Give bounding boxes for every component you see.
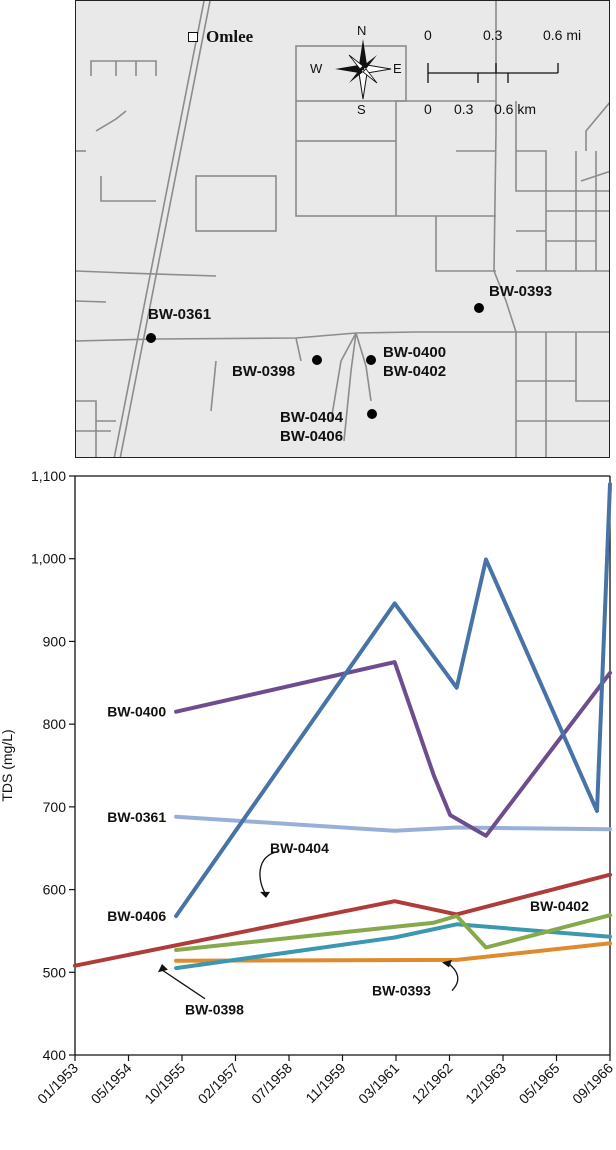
series-label-bw-0404: BW-0404 [270,840,329,856]
compass-e: E [393,61,402,76]
leader-bw-0404 [259,850,279,894]
scale-mi-1: 0.3 [483,27,503,43]
x-tick-label: 10/1955 [141,1060,188,1107]
arrowhead-bw-0398 [158,964,168,973]
compass-rose-icon [335,39,392,100]
x-tick-label: 01/1953 [34,1060,81,1107]
scale-km-2: 0.6 km [494,101,537,117]
well-dot-bw-0398 [312,355,322,365]
series-line-bw-0400 [174,660,612,838]
series-label-bw-0406: BW-0406 [107,908,166,924]
well-label-bw-0398: BW-0398 [232,363,296,380]
tds-line-chart: 400 500 600 700 800 900 1,000 1,100 TDS (mg/L) 01… [0,468,616,1107]
scale-mi-0: 0 [424,27,432,43]
x-tick-label: 12/1962 [409,1060,456,1107]
scale-bar [427,63,559,83]
series-line-bw-0393 [174,941,612,963]
well-dot-bw-0393 [474,303,484,313]
y-tick-label: 600 [43,882,67,898]
series-label-bw-0402: BW-0402 [530,898,589,914]
y-tick-label: 1,000 [31,551,66,567]
y-axis-title: TDS (mg/L) [0,729,15,801]
arrowhead-bw-0404 [260,891,270,898]
x-tick-label: 02/1957 [195,1060,242,1107]
well-label-bw-0400: BW-0400 BW-0402 [383,344,447,380]
compass-w: W [310,61,323,76]
well-dot-bw-0400 [366,355,376,365]
x-tick-label: 03/1961 [355,1060,402,1107]
compass-s: S [357,102,366,117]
x-tick-label: 07/1958 [248,1060,295,1107]
y-tick-label: 700 [43,799,67,815]
series-line-bw-0402 [174,913,612,952]
series-label-bw-0400: BW-0400 [107,704,166,720]
leader-bw-0393 [447,962,459,991]
series-line-bw-0406 [174,482,612,918]
well-dot-bw-0404 [367,409,377,419]
compass-n: N [357,23,367,38]
x-tick-label: 05/1954 [88,1060,135,1107]
scale-km-1: 0.3 [454,101,474,117]
location-map: Omlee N S E W 0 0.3 0.6 mi 0 0.3 0.6 km … [75,0,610,458]
x-tick-label: 05/1965 [516,1060,563,1107]
y-tick-label: 500 [43,964,67,980]
well-label-bw-0404: BW-0404 BW-0406 [280,409,344,445]
well-label-bw-0393: BW-0393 [489,283,553,300]
x-tick-label: 12/1963 [462,1060,509,1107]
well-label-bw-0361: BW-0361 [148,306,212,323]
scale-km-0: 0 [424,101,432,117]
series-line-bw-0398 [174,922,612,971]
series-line-bw-0361 [174,814,612,833]
well-dot-bw-0361 [146,333,156,343]
town-name: Omlee [206,27,254,46]
arrowhead-bw-0393 [442,959,452,968]
scale-mi-2: 0.6 mi [543,27,582,43]
y-tick-label: 1,100 [31,468,66,484]
y-tick-label: 400 [43,1047,67,1063]
x-tick-label: 11/1959 [302,1060,349,1107]
series-label-bw-0398: BW-0398 [185,1002,244,1018]
series-line-bw-0404 [73,872,612,968]
x-tick-label: 09/1966 [569,1060,616,1107]
series-label-bw-0361: BW-0361 [107,809,166,825]
y-tick-label: 900 [43,633,67,649]
leader-bw-0398 [162,970,206,1000]
y-tick-label: 800 [43,716,67,732]
road-network [76,1,609,457]
series-label-bw-0393: BW-0393 [372,982,431,998]
town-marker-icon [188,32,198,42]
